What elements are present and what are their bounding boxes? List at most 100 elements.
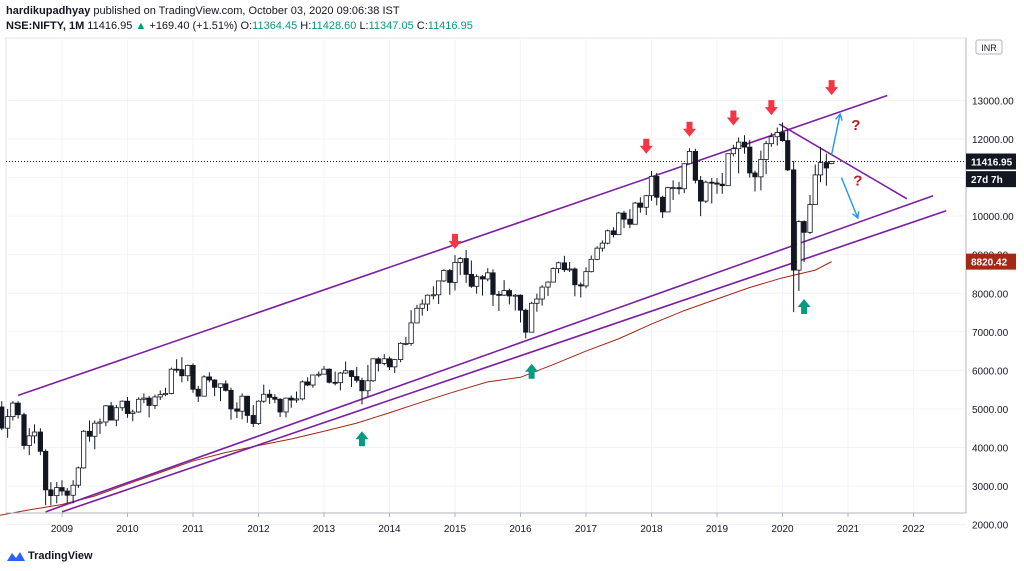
tradingview-brand[interactable]: TradingView bbox=[28, 550, 93, 562]
x-tick-label: 2013 bbox=[313, 524, 336, 535]
candle bbox=[643, 194, 649, 215]
candle-body bbox=[812, 174, 818, 205]
candle-body bbox=[763, 143, 769, 160]
footer: TradingView bbox=[0, 545, 1024, 571]
price-label-box bbox=[966, 171, 1016, 188]
down-arrow-icon[interactable] bbox=[639, 138, 653, 154]
candle-body bbox=[185, 364, 191, 377]
candle bbox=[490, 269, 496, 306]
candle-body bbox=[698, 179, 704, 202]
candle bbox=[703, 180, 709, 204]
candle bbox=[321, 366, 327, 375]
candle bbox=[529, 301, 535, 333]
y-tick-label: 10000.00 bbox=[972, 212, 1014, 223]
candle-body bbox=[255, 400, 262, 424]
price-chart[interactable]: ?? 2000.00 3000.00 4000.00 5000.00 6000.00 70… bbox=[0, 36, 1024, 545]
candle-body bbox=[545, 281, 551, 288]
author-name[interactable]: hardikupadhyay bbox=[6, 5, 91, 17]
candle bbox=[299, 380, 305, 401]
candle bbox=[152, 394, 158, 409]
candle-body bbox=[162, 393, 169, 396]
candle-body bbox=[124, 400, 131, 414]
up-arrow-icon[interactable] bbox=[797, 299, 811, 315]
candle bbox=[10, 401, 16, 421]
candle bbox=[5, 408, 11, 438]
projection-arrow-line[interactable] bbox=[840, 177, 859, 219]
candle bbox=[561, 255, 567, 273]
candle bbox=[583, 267, 589, 289]
candle-body bbox=[190, 364, 196, 390]
candle bbox=[54, 482, 60, 504]
down-arrow-icon[interactable] bbox=[764, 100, 778, 116]
candle-body bbox=[15, 402, 21, 416]
candle-body bbox=[283, 397, 289, 413]
lower-channel-1-line[interactable] bbox=[45, 194, 934, 513]
candle bbox=[468, 260, 474, 288]
candle-body bbox=[550, 268, 556, 283]
candle-body bbox=[730, 148, 736, 155]
candle bbox=[293, 391, 300, 403]
candle-body bbox=[108, 405, 114, 421]
x-tick-label: 2016 bbox=[509, 524, 532, 535]
candle bbox=[479, 275, 486, 296]
currency-label: INR bbox=[981, 43, 997, 53]
candle-body bbox=[523, 309, 529, 333]
ohlc-line: NSE:NIFTY, 1M 11416.95 ▲ +169.40 (+1.51%… bbox=[6, 20, 473, 32]
candle bbox=[108, 401, 114, 421]
candle bbox=[785, 129, 791, 172]
candle bbox=[485, 268, 491, 282]
candle-body bbox=[747, 146, 753, 174]
candle-body bbox=[529, 302, 535, 333]
candle bbox=[796, 220, 802, 291]
symbol-label[interactable]: NSE:NIFTY, 1M bbox=[6, 20, 85, 32]
candle bbox=[725, 153, 731, 187]
candle-body bbox=[54, 487, 60, 497]
down-arrow-icon[interactable] bbox=[448, 233, 462, 249]
up-arrow-icon[interactable] bbox=[355, 431, 369, 447]
candle bbox=[730, 144, 736, 157]
tradingview-logo-icon[interactable] bbox=[6, 549, 26, 563]
candle bbox=[496, 290, 502, 311]
x-tick-label: 2010 bbox=[116, 524, 139, 535]
candle-body bbox=[168, 368, 174, 394]
up-arrow-icon[interactable] bbox=[525, 363, 539, 379]
candle bbox=[70, 480, 76, 504]
candle-body bbox=[408, 322, 414, 344]
candle bbox=[567, 262, 573, 273]
candle bbox=[31, 424, 38, 444]
candle bbox=[157, 390, 163, 401]
candle-body bbox=[10, 402, 16, 418]
candle bbox=[817, 146, 824, 183]
x-tick-label: 2012 bbox=[247, 524, 270, 535]
candle-body bbox=[59, 487, 65, 492]
candle bbox=[719, 172, 725, 194]
candle bbox=[616, 211, 622, 236]
x-tick-label: 2017 bbox=[575, 524, 598, 535]
candle-body bbox=[517, 294, 524, 311]
candle bbox=[670, 180, 676, 200]
projection-arrow-line[interactable] bbox=[830, 113, 841, 155]
candle-body bbox=[709, 181, 715, 184]
candle bbox=[627, 209, 633, 229]
candle-body bbox=[398, 342, 404, 360]
down-arrow-icon[interactable] bbox=[682, 121, 696, 137]
candle-body bbox=[424, 294, 431, 305]
candle-body bbox=[136, 398, 142, 413]
candle-body bbox=[403, 342, 409, 345]
candle-body bbox=[206, 376, 212, 381]
candle bbox=[124, 396, 131, 418]
candle-body bbox=[75, 467, 81, 486]
candle bbox=[414, 304, 420, 324]
down-arrow-icon[interactable] bbox=[726, 110, 740, 126]
descending-resistance-line[interactable] bbox=[778, 123, 908, 200]
candle-body bbox=[272, 396, 278, 400]
candle bbox=[686, 148, 693, 165]
down-arrow-icon[interactable] bbox=[825, 80, 839, 96]
candle-body bbox=[250, 415, 256, 424]
candle-body bbox=[610, 230, 617, 236]
candle-body bbox=[92, 422, 98, 437]
candle-body bbox=[348, 370, 355, 377]
candle bbox=[86, 420, 93, 442]
candle bbox=[234, 402, 240, 419]
price-label-box bbox=[966, 253, 1016, 270]
